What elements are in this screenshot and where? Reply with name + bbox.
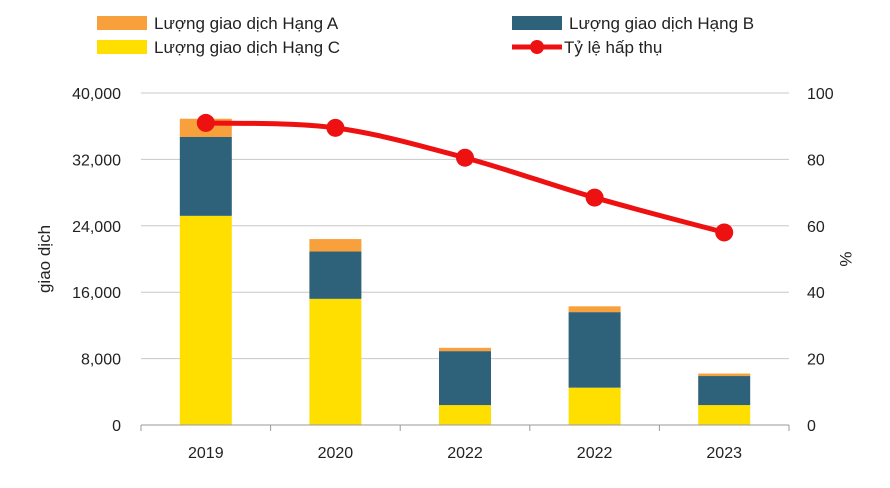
absorption-rate-line [203,120,727,235]
y-axis-label: giao dịch [35,225,54,293]
line-point [715,223,734,242]
y-tick-label: 40,000 [72,86,121,103]
bar-segment [309,239,362,252]
bar-segment [309,251,362,299]
bar-segment [439,405,491,425]
y-tick-label: 8,000 [81,352,121,369]
axes: 2019 2020 2022 2022 2023 0 8,000 16,000 24,000 32… [72,86,834,462]
legend-marker [530,40,544,54]
legend: Lượng giao dịch Hạng A Lượng giao dịch Hạ… [97,14,754,57]
y2-tick-label: 60 [807,219,825,236]
x-tick-label: 2020 [318,445,354,462]
legend-label: Lượng giao dịch Hạng C [154,38,340,57]
bar-segment [179,215,232,425]
line-point [456,148,474,167]
legend-label: Lượng giao dịch Hạng B [569,14,754,33]
y2-axis-label: % [836,251,855,266]
line-point [196,113,215,132]
bar-segment [439,347,491,352]
x-tick-label: 2023 [706,445,742,462]
y-tick-label: 16,000 [72,285,121,302]
y-tick-label: 0 [112,418,121,435]
legend-swatch [512,16,562,30]
y2-tick-label: 80 [807,152,825,169]
bar-segment [309,298,362,425]
legend-item: Tỷ lệ hấp thụ [512,38,662,57]
y2-tick-label: 0 [807,418,816,435]
bar-segment [568,312,621,388]
y2-tick-label: 100 [807,86,834,103]
bar-segment [698,405,751,425]
bar-segment [698,373,751,377]
bar-segment [698,376,751,406]
bar-segment [568,387,621,425]
legend-item: Lượng giao dịch Hạng C [97,38,340,57]
y-tick-label: 32,000 [72,152,121,169]
x-tick-label: 2022 [577,445,613,462]
legend-label: Lượng giao dịch Hạng A [154,14,339,33]
legend-swatch [97,40,147,54]
legend-swatch [97,16,147,30]
legend-item: Lượng giao dịch Hạng A [97,14,339,33]
legend-label: Tỷ lệ hấp thụ [564,38,662,57]
line-point [585,188,604,207]
legend-item: Lượng giao dịch Hạng B [512,14,754,33]
y2-tick-label: 20 [807,352,825,369]
y2-tick-label: 40 [807,285,825,302]
y-tick-label: 24,000 [72,219,121,236]
line-series [196,113,734,242]
bar-segment [179,136,232,216]
line-point [326,118,345,137]
bar-series [179,118,751,425]
x-tick-label: 2019 [188,445,224,462]
bar-segment [439,351,491,406]
x-tick-label: 2022 [447,445,483,462]
bar-segment [568,306,621,313]
